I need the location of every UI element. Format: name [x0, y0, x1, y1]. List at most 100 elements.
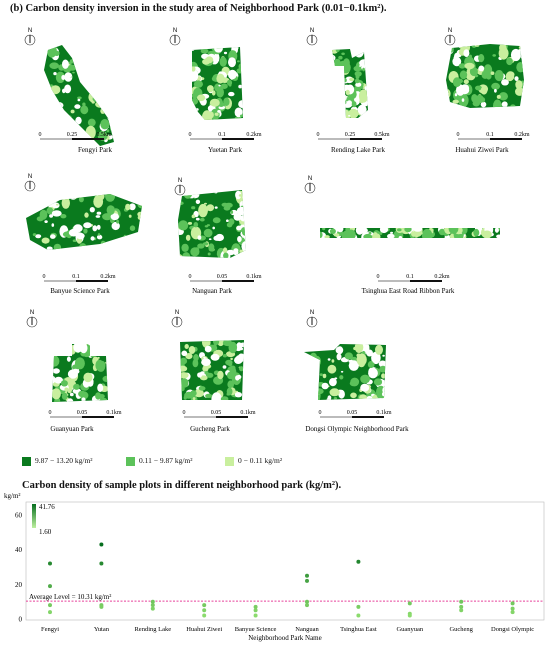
- data-point: [48, 561, 52, 566]
- density-patch: [59, 346, 68, 353]
- north-arrow-icon: N: [24, 174, 36, 192]
- density-patch: [234, 356, 243, 365]
- density-patch: [321, 346, 326, 351]
- density-patch: [373, 232, 378, 236]
- density-patch: [92, 84, 99, 88]
- data-point: [253, 604, 258, 609]
- density-patch: [199, 217, 205, 222]
- scale-tick-label: 0: [43, 274, 46, 280]
- density-patch: [45, 122, 52, 128]
- legend-swatch-low: [225, 457, 234, 466]
- density-patch: [77, 98, 81, 102]
- density-patch: [220, 83, 228, 89]
- scale-segment-dark: [72, 138, 104, 140]
- density-patch: [55, 344, 63, 350]
- density-patch: [223, 51, 228, 55]
- density-patch: [360, 383, 370, 392]
- density-patch: [71, 194, 80, 199]
- density-mosaic: [192, 47, 243, 120]
- scale-tick-label: 0: [189, 274, 192, 280]
- scale-tick-label: 0.05: [217, 274, 228, 280]
- density-patch: [128, 214, 132, 218]
- density-patch: [237, 236, 242, 243]
- x-tick-label: Tsinghua East: [340, 626, 377, 633]
- density-patch: [371, 233, 381, 238]
- density-patch: [62, 88, 66, 94]
- colorbar-min-label: 1.60: [39, 528, 52, 536]
- density-patch: [216, 73, 225, 84]
- scale-segment-dark: [410, 280, 442, 282]
- density-patch: [32, 233, 37, 237]
- data-point: [407, 613, 412, 618]
- density-patch: [492, 54, 497, 57]
- density-patch: [239, 366, 244, 372]
- density-patch: [54, 141, 63, 146]
- density-patch: [332, 104, 339, 109]
- density-patch: [366, 349, 373, 357]
- density-patch: [74, 104, 81, 109]
- density-patch: [230, 210, 234, 214]
- density-patch: [96, 70, 104, 79]
- density-patch: [506, 57, 513, 66]
- density-patch: [355, 82, 362, 87]
- scale-bar: 0 0.25 0.5km: [317, 132, 390, 140]
- density-patch: [48, 202, 53, 208]
- x-tick-label: Fengyi: [41, 626, 59, 633]
- density-patch: [54, 122, 61, 129]
- density-patch: [45, 194, 51, 201]
- density-patch: [222, 340, 233, 347]
- density-patch: [349, 77, 355, 82]
- density-patch: [203, 228, 213, 238]
- scale-tick-label: 0.1: [218, 132, 226, 138]
- density-patch: [329, 228, 336, 235]
- density-patch: [44, 53, 46, 56]
- scale-segment-dark: [82, 416, 114, 418]
- density-patch: [212, 217, 221, 224]
- data-point: [99, 542, 104, 547]
- scale-bar: 0 0.1 0.2km: [457, 132, 530, 140]
- colorbar-max-label: 41.76: [39, 503, 55, 511]
- density-patch: [78, 47, 86, 58]
- scale-tick-label: 0.05: [77, 410, 88, 416]
- density-patch: [510, 104, 516, 108]
- density-patch: [210, 353, 220, 361]
- density-patch: [81, 397, 86, 402]
- north-label: N: [310, 28, 314, 34]
- y-axis-label: kg/m²: [4, 492, 21, 500]
- density-patch: [339, 375, 344, 380]
- north-arrow-icon: N: [171, 310, 183, 328]
- density-patch: [137, 232, 142, 236]
- density-patch: [56, 106, 59, 110]
- density-patch: [63, 347, 72, 357]
- density-patch: [304, 391, 308, 397]
- density-patch: [355, 73, 360, 80]
- park-panel-8: N 0 0.05 0.1km Guanyuan Park: [26, 310, 122, 433]
- density-patch: [353, 65, 362, 72]
- density-patch: [111, 221, 120, 231]
- density-patch: [180, 357, 188, 365]
- density-patch: [64, 114, 73, 124]
- density-patch: [322, 228, 326, 231]
- density-patch: [514, 76, 519, 81]
- density-patch: [193, 80, 203, 88]
- density-patch: [360, 374, 370, 384]
- density-patch: [461, 98, 465, 102]
- density-patch: [228, 69, 237, 80]
- density-patch: [76, 232, 85, 240]
- north-arrow-icon: N: [444, 28, 456, 46]
- density-patch: [234, 392, 242, 398]
- density-patch: [228, 57, 236, 68]
- density-patch: [213, 340, 220, 346]
- density-patch: [200, 375, 208, 381]
- north-label: N: [308, 176, 312, 182]
- density-patch: [103, 71, 108, 78]
- density-patch: [348, 115, 351, 117]
- density-patch: [460, 84, 470, 92]
- density-patch: [222, 354, 227, 358]
- density-patch: [180, 372, 189, 379]
- x-axis-label: Neighborhood Park Name: [248, 634, 321, 642]
- density-patch: [107, 69, 114, 77]
- density-patch: [105, 194, 116, 202]
- scale-segment-dark: [222, 138, 254, 140]
- data-point: [253, 608, 258, 613]
